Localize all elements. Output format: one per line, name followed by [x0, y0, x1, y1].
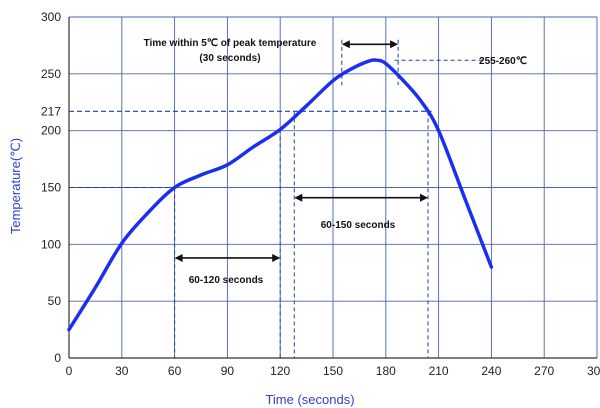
peak-temperature-label: 255-260℃	[479, 56, 527, 67]
peak-window-duration-label: (30 seconds)	[199, 53, 260, 64]
y-tick-labels: 0 50 100 150 200 250 300 217	[41, 10, 61, 365]
x-tick-label: 150	[323, 364, 343, 378]
x-tick-label: 210	[429, 364, 449, 378]
x-tick-labels: 0 30 60 90 120 150 180 210 240 270 300	[66, 364, 600, 378]
arrow-head-right	[272, 253, 281, 262]
x-tick-label: 30	[115, 364, 129, 378]
x-tick-label: 300	[587, 364, 600, 378]
y-axis-title: Temperature(℃)	[8, 138, 23, 234]
arrow-head-left	[341, 40, 350, 49]
liquidus-interval-arrow	[294, 193, 429, 202]
x-tick-label: 90	[221, 364, 235, 378]
x-tick-label: 240	[481, 364, 501, 378]
x-tick-label: 270	[534, 364, 554, 378]
preheat-interval-label: 60-120 seconds	[189, 275, 264, 286]
grid	[69, 16, 598, 358]
arrow-head-right	[390, 40, 399, 49]
y-tick-label: 217	[41, 104, 61, 118]
y-tick-label: 0	[54, 351, 61, 365]
peak-window-label: Time within 5℃ of peak temperature	[144, 38, 317, 49]
arrow-head-left	[294, 193, 303, 202]
x-tick-label: 180	[376, 364, 396, 378]
y-tick-label: 200	[41, 124, 61, 138]
x-tick-label: 120	[270, 364, 290, 378]
y-tick-label: 250	[41, 67, 61, 81]
y-tick-label: 300	[41, 10, 61, 24]
axes	[68, 17, 597, 359]
arrow-head-left	[174, 253, 183, 262]
x-axis-title: Time (seconds)	[265, 392, 354, 407]
x-tick-label: 60	[168, 364, 182, 378]
temperature-curve	[67, 58, 494, 332]
liquidus-interval-label: 60-150 seconds	[321, 220, 396, 231]
y-tick-label: 100	[41, 237, 61, 251]
x-tick-label: 0	[66, 364, 73, 378]
interval-arrows	[174, 40, 429, 262]
y-tick-label: 50	[48, 294, 62, 308]
peak-window-arrow	[341, 40, 399, 49]
arrow-head-right	[420, 193, 429, 202]
y-tick-label: 150	[41, 181, 61, 195]
preheat-interval-arrow	[174, 253, 281, 262]
